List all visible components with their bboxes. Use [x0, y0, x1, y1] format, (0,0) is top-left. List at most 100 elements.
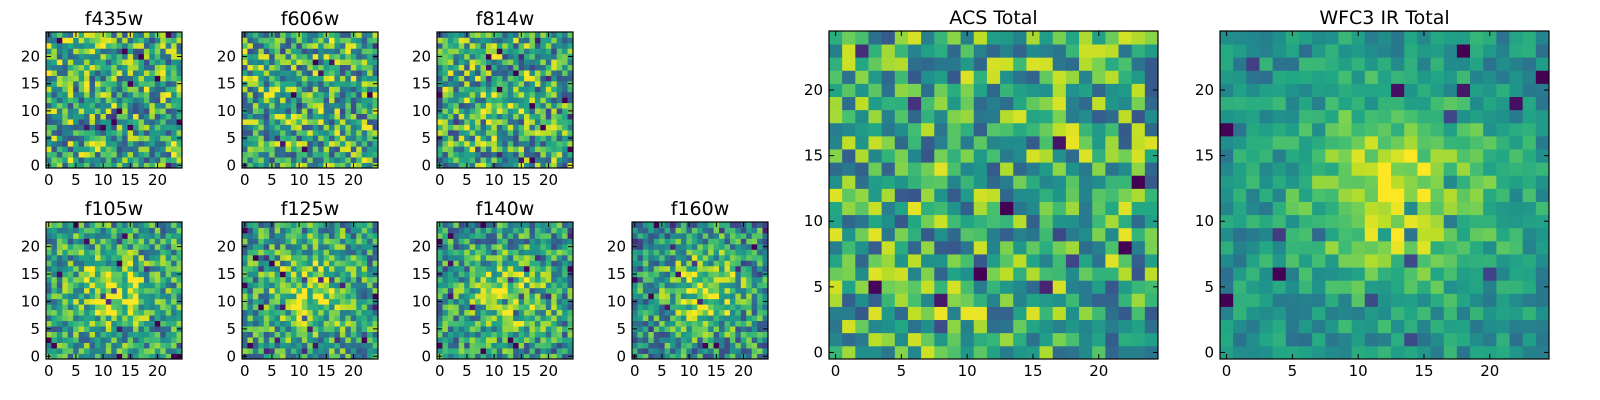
heatmap-cell	[339, 124, 346, 131]
heatmap-cell	[921, 227, 935, 242]
heatmap-cell	[329, 48, 335, 55]
heatmap-cell	[62, 42, 69, 49]
heatmap-cell	[138, 222, 145, 228]
heatmap-cell	[285, 276, 292, 283]
heatmap-cell	[116, 108, 123, 114]
heatmap-cell	[485, 113, 492, 120]
heatmap-cell	[356, 243, 363, 250]
heatmap-cell	[868, 149, 883, 163]
heatmap-cell	[318, 140, 324, 147]
heatmap-cell	[127, 42, 134, 49]
heatmap-cell	[947, 293, 961, 307]
heatmap-cell	[437, 64, 443, 71]
heatmap-cell	[540, 102, 547, 109]
heatmap-cell	[149, 315, 156, 322]
heatmap-cell	[1013, 267, 1027, 281]
heatmap-cell	[138, 119, 145, 125]
heatmap-cell	[567, 276, 574, 283]
heatmap-cell	[729, 249, 736, 256]
heatmap-cell	[350, 64, 357, 71]
heatmap-cell	[323, 97, 330, 104]
heatmap-cell	[280, 151, 286, 158]
heatmap-cell	[529, 75, 536, 82]
y-tick-label: 20	[21, 47, 40, 65]
heatmap-cell	[290, 293, 297, 300]
heatmap-cell	[437, 91, 443, 98]
heatmap-cell	[323, 157, 330, 163]
heatmap-cell	[339, 293, 346, 300]
heatmap-cell	[160, 86, 167, 93]
heatmap-cell	[746, 271, 753, 278]
heatmap-cell	[301, 238, 308, 245]
heatmap-cell	[100, 91, 107, 98]
heatmap-cell	[480, 59, 487, 66]
heatmap-cell	[447, 238, 454, 245]
heatmap-cell	[350, 348, 357, 354]
heatmap-cell	[345, 254, 352, 261]
heatmap-cell	[318, 287, 324, 294]
heatmap-cell	[740, 331, 747, 338]
heatmap-cell	[301, 348, 308, 354]
heatmap-cell	[719, 243, 725, 250]
heatmap-cell	[111, 249, 118, 256]
heatmap-cell	[556, 140, 563, 147]
heatmap-cell	[171, 108, 177, 114]
heatmap-cell	[339, 119, 346, 125]
heatmap-cell	[540, 135, 547, 142]
heatmap-cell	[160, 227, 167, 234]
heatmap-cell	[149, 337, 156, 343]
heatmap-cell	[165, 315, 172, 322]
heatmap-cell	[469, 102, 476, 109]
heatmap-cell	[176, 260, 183, 267]
heatmap-cell	[149, 353, 156, 360]
heatmap-cell	[361, 113, 368, 120]
heatmap-cell	[105, 298, 112, 305]
heatmap-cell	[247, 151, 254, 158]
heatmap-cell	[447, 260, 454, 267]
heatmap-cell	[485, 108, 492, 114]
heatmap-cell	[1079, 319, 1093, 334]
heatmap-cell	[143, 157, 150, 163]
heatmap-cell	[356, 249, 363, 256]
heatmap-cell	[361, 287, 368, 294]
heatmap-cell	[323, 146, 330, 153]
heatmap-cell	[855, 319, 869, 334]
heatmap-cell	[252, 353, 259, 360]
heatmap-cell	[469, 135, 476, 142]
heatmap-cell	[513, 309, 519, 316]
heatmap-cell	[94, 227, 101, 234]
heatmap-cell	[502, 119, 509, 125]
heatmap-cell	[947, 175, 961, 189]
heatmap-cell	[280, 249, 286, 256]
heatmap-cell	[442, 265, 449, 272]
heatmap-cell	[697, 309, 704, 316]
heatmap-cell	[740, 337, 747, 343]
heatmap-cell	[458, 254, 465, 261]
heatmap-cell	[84, 287, 90, 294]
heatmap-cell	[437, 37, 443, 44]
heatmap-cell	[664, 243, 671, 250]
heatmap-cell	[502, 91, 509, 98]
heatmap-cell	[334, 146, 341, 153]
heatmap-cell	[138, 282, 145, 289]
heatmap-cell	[89, 157, 96, 163]
heatmap-cell	[56, 102, 63, 109]
heatmap-cell	[339, 86, 346, 93]
heatmap-cell	[686, 326, 693, 332]
heatmap-cell	[469, 32, 476, 38]
heatmap-cell	[46, 282, 52, 289]
heatmap-cell	[307, 238, 314, 245]
heatmap-cell	[502, 320, 509, 327]
heatmap-cell	[160, 53, 167, 60]
heatmap-cell	[746, 265, 753, 272]
heatmap-cell	[1144, 188, 1159, 202]
heatmap-cell	[56, 287, 63, 294]
x-tick-label: 15	[707, 362, 726, 380]
heatmap-cell	[280, 37, 286, 44]
heatmap-cell	[62, 32, 69, 38]
heatmap-cell	[485, 91, 492, 98]
heatmap-cell	[247, 124, 254, 131]
heatmap-cell	[632, 348, 638, 354]
heatmap-cell	[94, 320, 101, 327]
heatmap-cell	[986, 227, 1001, 242]
